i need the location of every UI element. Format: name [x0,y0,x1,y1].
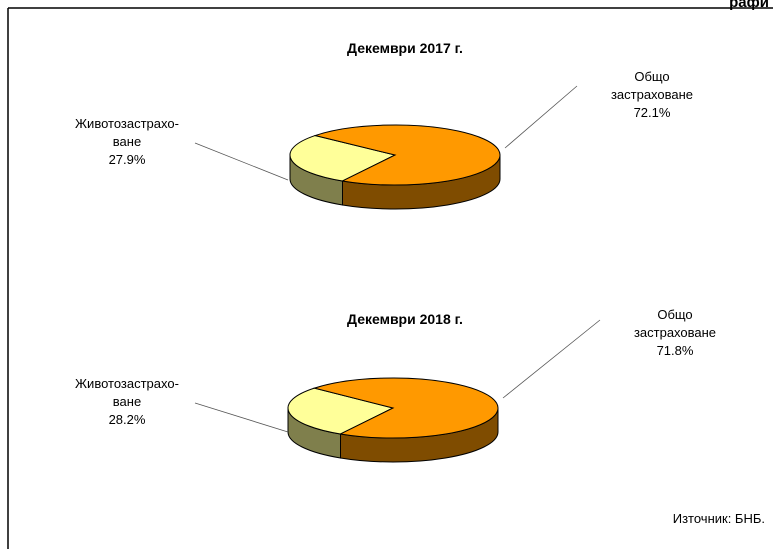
slice-value-label: 72.1% [633,105,671,120]
slice-label: Животозастрахо- ване [75,116,179,149]
pie-slice [287,387,395,435]
chart-title: Декември 2018 г. [347,311,463,327]
slice-label: Общо застраховане [610,69,694,102]
leader-line [502,319,601,399]
slice-value-label: 28.2% [108,412,146,427]
chart-title: Декември 2017 г. [347,40,463,56]
source-note: Източник: БНБ. [672,511,765,526]
leader-line [194,142,289,181]
pie-slice [289,135,397,182]
slice-label: Животозастрахо- ване [75,376,179,409]
slice-value-label: 71.8% [656,343,694,358]
slice-label: Общо застраховане [633,307,717,340]
slice-value-label: 27.9% [108,152,146,167]
header-fragment: рафи [729,0,769,11]
pie-slice [312,377,499,439]
leader-line [504,85,578,149]
pie-slice [313,124,501,186]
leader-line [194,402,289,433]
